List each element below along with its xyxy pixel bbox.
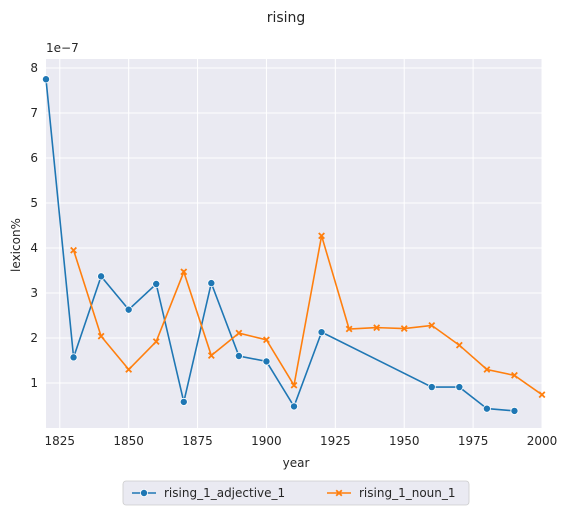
y-tick-label: 7 [30, 106, 38, 120]
data-point [455, 341, 463, 349]
data-point [373, 324, 381, 332]
data-point [400, 325, 408, 332]
data-point [97, 332, 105, 340]
x-axis-ticks: 1825 1850 1875 1900 1925 1950 1975 2000 [45, 434, 558, 448]
x-tick-label: 1925 [320, 434, 351, 448]
legend-frame [122, 480, 470, 506]
data-point [427, 383, 436, 392]
data-point [510, 406, 519, 415]
data-point [207, 352, 215, 359]
y-axis-multiplier: 1e−7 [46, 41, 79, 55]
legend-item: rising_1_noun_1 [327, 486, 456, 500]
data-point [125, 366, 133, 373]
data-point [428, 321, 436, 329]
data-point [124, 305, 133, 314]
plot-area [46, 59, 542, 428]
data-point [538, 391, 546, 399]
y-tick-label: 4 [30, 241, 38, 255]
legend-marker [139, 488, 148, 497]
series-rising_1_noun_1 [70, 232, 546, 399]
data-point [207, 279, 216, 288]
legend-marker [335, 489, 343, 497]
series-layer [42, 75, 546, 415]
data-point [152, 338, 160, 346]
x-tick-label: 1875 [182, 434, 213, 448]
data-point [152, 279, 161, 288]
x-tick-label: 1850 [113, 434, 144, 448]
legend-label: rising_1_adjective_1 [164, 486, 285, 500]
x-tick-label: 1975 [458, 434, 489, 448]
x-tick-label: 2000 [527, 434, 558, 448]
grid-lines [46, 59, 543, 428]
x-tick-label: 1950 [389, 434, 420, 448]
data-point [180, 268, 188, 276]
data-point [235, 329, 243, 337]
data-point [290, 381, 298, 389]
x-tick-label: 1900 [251, 434, 282, 448]
y-tick-label: 6 [30, 151, 38, 165]
legend: rising_1_adjective_1 rising_1_noun_1 [122, 480, 470, 506]
data-point [70, 246, 77, 254]
data-point [97, 272, 106, 281]
data-point [289, 402, 298, 411]
chart-title: rising [267, 10, 306, 26]
data-point [511, 371, 518, 379]
y-tick-label: 2 [30, 331, 38, 345]
y-axis-ticks: 1 2 3 4 5 6 7 8 [30, 61, 38, 390]
data-point [483, 366, 491, 373]
data-point [455, 383, 464, 392]
data-point [345, 325, 353, 333]
x-tick-label: 1825 [45, 434, 76, 448]
data-point [42, 75, 51, 84]
series-rising_1_adjective_1 [42, 75, 519, 415]
data-point [262, 357, 271, 366]
data-point [317, 328, 326, 337]
data-point [263, 336, 270, 344]
y-tick-label: 8 [30, 61, 38, 75]
legend-item: rising_1_adjective_1 [132, 486, 285, 500]
data-point [482, 404, 491, 413]
y-axis-label: lexicon% [9, 218, 23, 272]
legend-label: rising_1_noun_1 [359, 486, 456, 500]
y-tick-label: 1 [30, 376, 38, 390]
series-line [72, 235, 543, 396]
y-tick-label: 5 [30, 196, 38, 210]
x-axis-label: year [283, 456, 310, 470]
data-point [179, 397, 188, 406]
data-point [318, 232, 325, 240]
data-point [69, 353, 78, 362]
y-tick-label: 3 [30, 286, 38, 300]
data-point [234, 351, 243, 360]
